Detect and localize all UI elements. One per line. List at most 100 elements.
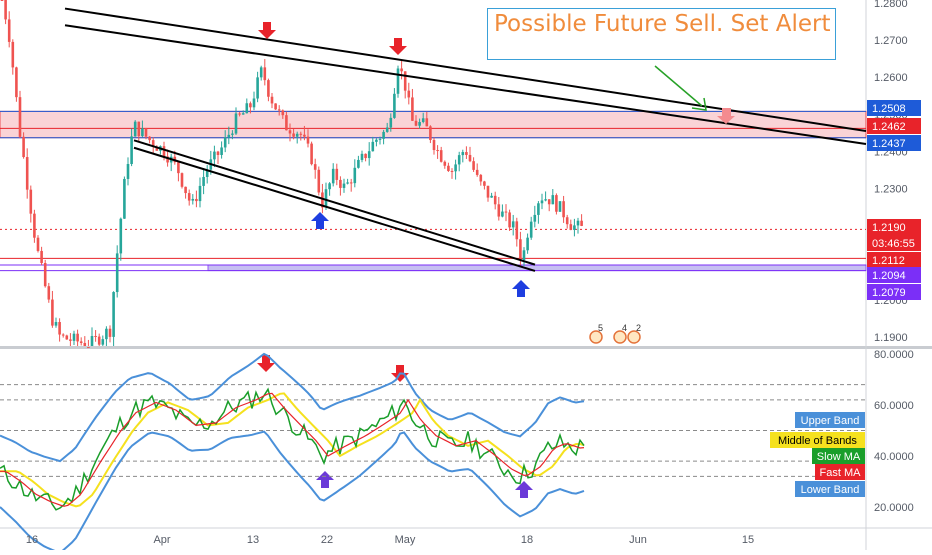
- candle-body: [479, 174, 483, 182]
- indicator-legend-tag: [795, 481, 865, 497]
- fast-ma-line: [0, 392, 585, 507]
- candle-body: [263, 67, 267, 81]
- candle-body: [407, 90, 411, 98]
- candle-body: [25, 157, 29, 190]
- indicator-legend-tag: [770, 432, 865, 448]
- candle-body: [378, 138, 382, 140]
- candle-body: [267, 80, 270, 97]
- candle-body: [148, 136, 151, 141]
- candle-body: [270, 96, 274, 104]
- candle-body: [353, 167, 357, 184]
- candle-body: [497, 204, 501, 217]
- sell-arrow-icon: [258, 22, 276, 39]
- candle-body: [277, 109, 281, 111]
- indicator-tick-label: 20.0000: [874, 502, 914, 514]
- candle-body: [331, 168, 335, 184]
- buy-arrow-icon: [512, 280, 530, 297]
- candle-body: [83, 342, 87, 346]
- candle-body: [447, 165, 450, 171]
- candle-body: [238, 113, 241, 115]
- candle-body: [94, 335, 97, 337]
- time-tick-label: 16: [26, 534, 38, 546]
- trendline: [133, 139, 536, 266]
- event-marker-icon: [613, 330, 627, 344]
- candle-body: [198, 185, 202, 202]
- time-tick-label: 13: [247, 534, 259, 546]
- buy-arrow-icon: [311, 212, 329, 229]
- candle-body: [486, 185, 490, 198]
- candle-body: [249, 103, 252, 108]
- candle-body: [580, 220, 583, 226]
- candle-body: [180, 173, 184, 187]
- sell-arrow-icon: [257, 355, 275, 372]
- indicator-legend-text: Fast MA: [820, 467, 862, 479]
- candle-body: [335, 168, 339, 180]
- candle-body: [313, 164, 317, 170]
- candle-body: [205, 169, 209, 177]
- candle-body: [411, 97, 414, 121]
- candle-body: [231, 133, 234, 135]
- candle-body: [465, 152, 468, 155]
- candle-body: [137, 121, 141, 137]
- candle-body: [123, 178, 126, 219]
- candle-body: [213, 151, 216, 160]
- candle-body: [529, 221, 533, 238]
- candle-body: [234, 113, 238, 134]
- price-label-tag: [867, 235, 921, 251]
- candle-body: [555, 195, 558, 212]
- candle-body: [346, 182, 349, 184]
- candle-body: [439, 150, 443, 162]
- candle-body: [274, 103, 277, 110]
- candle-body: [493, 195, 497, 205]
- candle-body: [357, 159, 360, 168]
- candle-body: [558, 201, 562, 212]
- candle-body: [220, 147, 223, 155]
- price-label-tag: [867, 252, 921, 268]
- candle-body: [454, 164, 457, 172]
- candle-body: [0, 0, 4, 1]
- price-tick-label: 1.2300: [874, 184, 908, 196]
- candle-body: [371, 141, 375, 152]
- candle-body: [421, 118, 425, 122]
- candle-body: [511, 221, 515, 228]
- trendline: [64, 7, 867, 133]
- candle-body: [115, 253, 119, 293]
- candle-body: [97, 336, 101, 345]
- candle-body: [18, 97, 22, 137]
- time-tick-label: 22: [321, 534, 333, 546]
- candle-body: [108, 328, 112, 337]
- candle-body: [533, 214, 537, 222]
- candle-body: [393, 93, 396, 118]
- candle-body: [540, 200, 544, 204]
- candle-body: [7, 19, 11, 42]
- indicator-tick-label: 60.0000: [874, 400, 914, 412]
- candle-body: [396, 68, 400, 94]
- candle-body: [105, 328, 108, 340]
- candle-body: [515, 221, 519, 240]
- candle-body: [241, 113, 245, 115]
- price-zone: [207, 264, 867, 272]
- price-label-text: 1.2437: [872, 138, 906, 150]
- candle-body: [537, 203, 540, 215]
- candle-body: [126, 163, 130, 179]
- candle-body: [360, 153, 364, 160]
- price-label-text: 1.2508: [872, 103, 906, 115]
- indicator-tick-label: 80.0000: [874, 349, 914, 361]
- candle-body: [76, 333, 79, 342]
- candle-body: [425, 118, 429, 127]
- candle-body: [288, 130, 292, 134]
- candle-body: [349, 182, 353, 184]
- candle-body: [47, 286, 51, 300]
- candle-body: [389, 117, 393, 128]
- candle-body: [51, 299, 54, 326]
- candle-body: [565, 217, 569, 225]
- candle-body: [576, 220, 580, 226]
- candle-body: [4, 0, 7, 20]
- annotation-textbox[interactable]: Possible Future Sell. Set Alert 1.2508 &…: [487, 8, 836, 60]
- candle-body: [400, 68, 403, 72]
- candle-body: [303, 134, 306, 137]
- candle-body: [144, 128, 148, 137]
- indicator-tick-label: 40.0000: [874, 451, 914, 463]
- price-tick-label: 1.2700: [874, 35, 908, 47]
